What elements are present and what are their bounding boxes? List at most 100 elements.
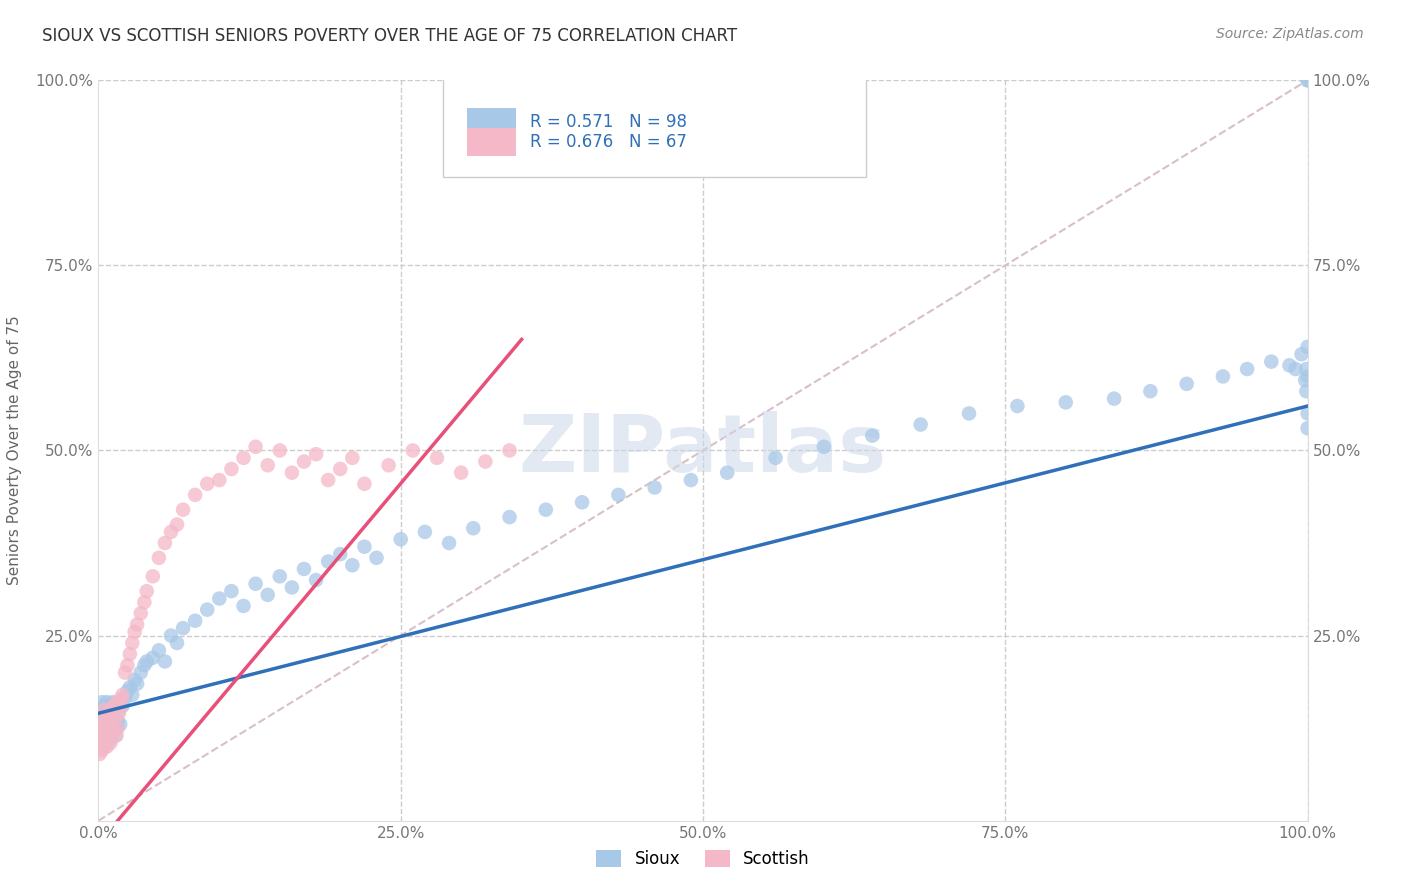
Point — [184, 488, 207, 502]
Point — [342, 558, 364, 573]
Point — [134, 658, 156, 673]
Text: R = 0.571   N = 98: R = 0.571 N = 98 — [530, 112, 688, 131]
Point — [172, 621, 194, 635]
Point — [1296, 369, 1319, 384]
Point — [860, 428, 883, 442]
Point — [108, 706, 131, 721]
Point — [91, 710, 114, 724]
Point — [256, 458, 278, 473]
Point — [103, 698, 125, 713]
Point — [96, 739, 118, 754]
Point — [342, 450, 364, 465]
Point — [353, 540, 375, 554]
Point — [98, 710, 121, 724]
Point — [91, 732, 114, 747]
Point — [195, 476, 218, 491]
Point — [426, 450, 449, 465]
Point — [93, 736, 115, 750]
FancyBboxPatch shape — [467, 128, 516, 156]
Point — [93, 739, 115, 754]
Point — [121, 636, 143, 650]
Point — [910, 417, 932, 432]
Point — [111, 688, 134, 702]
Point — [644, 480, 666, 494]
Point — [195, 602, 218, 616]
Text: R = 0.676   N = 67: R = 0.676 N = 67 — [530, 133, 688, 151]
Point — [105, 721, 128, 735]
Point — [153, 536, 176, 550]
Point — [166, 636, 188, 650]
Point — [377, 458, 399, 473]
Point — [172, 502, 194, 516]
Point — [232, 450, 254, 465]
Point — [94, 732, 117, 747]
Point — [91, 695, 114, 709]
Point — [221, 584, 243, 599]
Point — [498, 510, 520, 524]
Point — [305, 573, 328, 587]
Point — [90, 703, 112, 717]
Point — [114, 691, 136, 706]
Point — [100, 703, 122, 717]
Point — [91, 736, 114, 750]
Point — [1139, 384, 1161, 399]
Point — [413, 524, 436, 539]
Point — [100, 732, 122, 747]
Point — [160, 628, 183, 642]
Point — [292, 454, 315, 468]
Point — [1054, 395, 1077, 409]
Point — [135, 584, 157, 599]
Y-axis label: Seniors Poverty Over the Age of 75: Seniors Poverty Over the Age of 75 — [7, 316, 21, 585]
Point — [256, 588, 278, 602]
Point — [353, 476, 375, 491]
Point — [129, 665, 152, 680]
Point — [245, 440, 267, 454]
Point — [91, 724, 114, 739]
Point — [281, 466, 304, 480]
Point — [1296, 407, 1319, 421]
Point — [104, 710, 127, 724]
Point — [105, 695, 128, 709]
Point — [232, 599, 254, 613]
Point — [97, 717, 120, 731]
Point — [104, 729, 127, 743]
Point — [166, 517, 188, 532]
Point — [118, 681, 141, 695]
Point — [101, 714, 124, 728]
Point — [1296, 73, 1319, 87]
Point — [153, 655, 176, 669]
Text: SIOUX VS SCOTTISH SENIORS POVERTY OVER THE AGE OF 75 CORRELATION CHART: SIOUX VS SCOTTISH SENIORS POVERTY OVER T… — [42, 27, 737, 45]
Point — [1175, 376, 1198, 391]
Point — [89, 717, 111, 731]
Point — [117, 658, 139, 673]
Point — [1007, 399, 1029, 413]
Point — [389, 533, 412, 547]
Point — [765, 450, 787, 465]
Point — [245, 576, 267, 591]
Point — [100, 724, 122, 739]
Legend: Sioux, Scottish: Sioux, Scottish — [589, 843, 817, 875]
Point — [110, 691, 132, 706]
Point — [316, 555, 339, 569]
Point — [957, 407, 980, 421]
Point — [93, 721, 115, 735]
Point — [148, 550, 170, 565]
Point — [96, 695, 118, 709]
Point — [269, 569, 291, 583]
Point — [1102, 392, 1125, 406]
Point — [1295, 384, 1317, 399]
Point — [1212, 369, 1234, 384]
Point — [813, 440, 835, 454]
Point — [89, 747, 111, 761]
Point — [97, 729, 120, 743]
Point — [366, 550, 388, 565]
Point — [135, 655, 157, 669]
Point — [127, 617, 149, 632]
Point — [97, 703, 120, 717]
Point — [1296, 421, 1319, 435]
FancyBboxPatch shape — [467, 108, 516, 136]
Point — [108, 698, 131, 713]
Point — [100, 706, 122, 721]
Point — [111, 698, 134, 713]
Point — [90, 739, 112, 754]
